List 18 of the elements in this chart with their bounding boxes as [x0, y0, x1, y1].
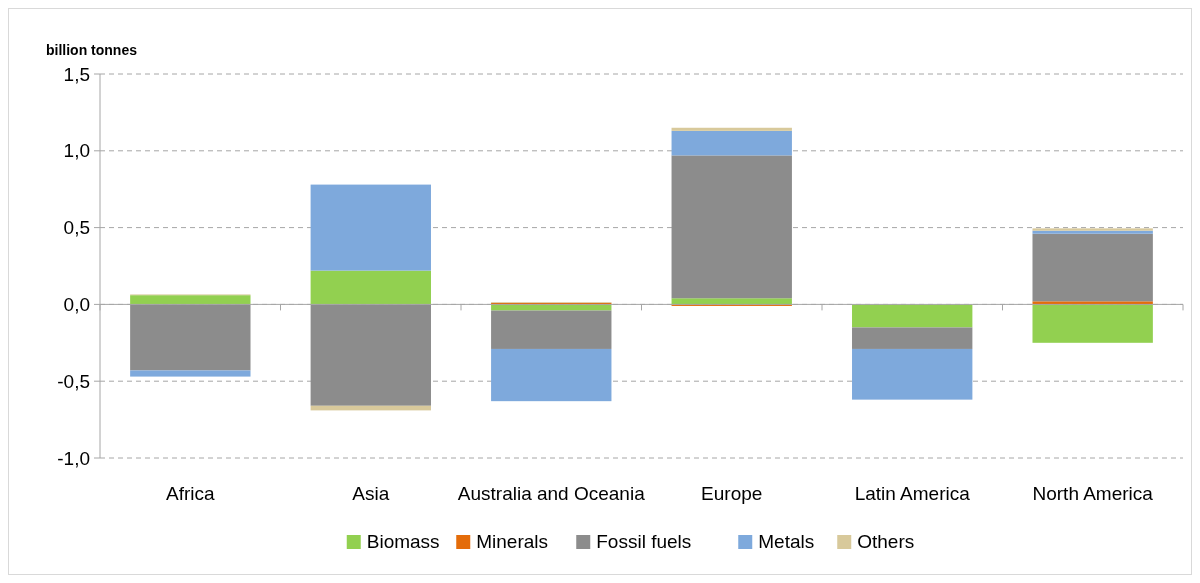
- x-tick-label: Latin America: [854, 483, 971, 504]
- y-axis-title: billion tonnes: [46, 42, 138, 58]
- legend-label: Fossil fuels: [596, 531, 692, 552]
- y-tick-label: 0,5: [63, 217, 90, 239]
- legend-label: Others: [857, 531, 915, 552]
- x-tick-label: North America: [1032, 483, 1154, 504]
- x-tick-label: Europe: [701, 483, 763, 504]
- y-tick-label: 1,0: [63, 140, 90, 162]
- legend-label: Minerals: [476, 531, 549, 552]
- x-tick-label: Australia and Oceania: [457, 483, 646, 504]
- y-tick-label: -1,0: [57, 447, 90, 469]
- y-tick-label: 1,5: [63, 63, 90, 85]
- legend-label: Biomass: [366, 531, 440, 552]
- y-tick-label: 0,0: [63, 294, 90, 316]
- x-tick-label: Africa: [166, 483, 216, 504]
- legend-label: Metals: [758, 531, 815, 552]
- y-tick-label: -0,5: [57, 370, 90, 392]
- x-tick-label: Asia: [352, 483, 390, 504]
